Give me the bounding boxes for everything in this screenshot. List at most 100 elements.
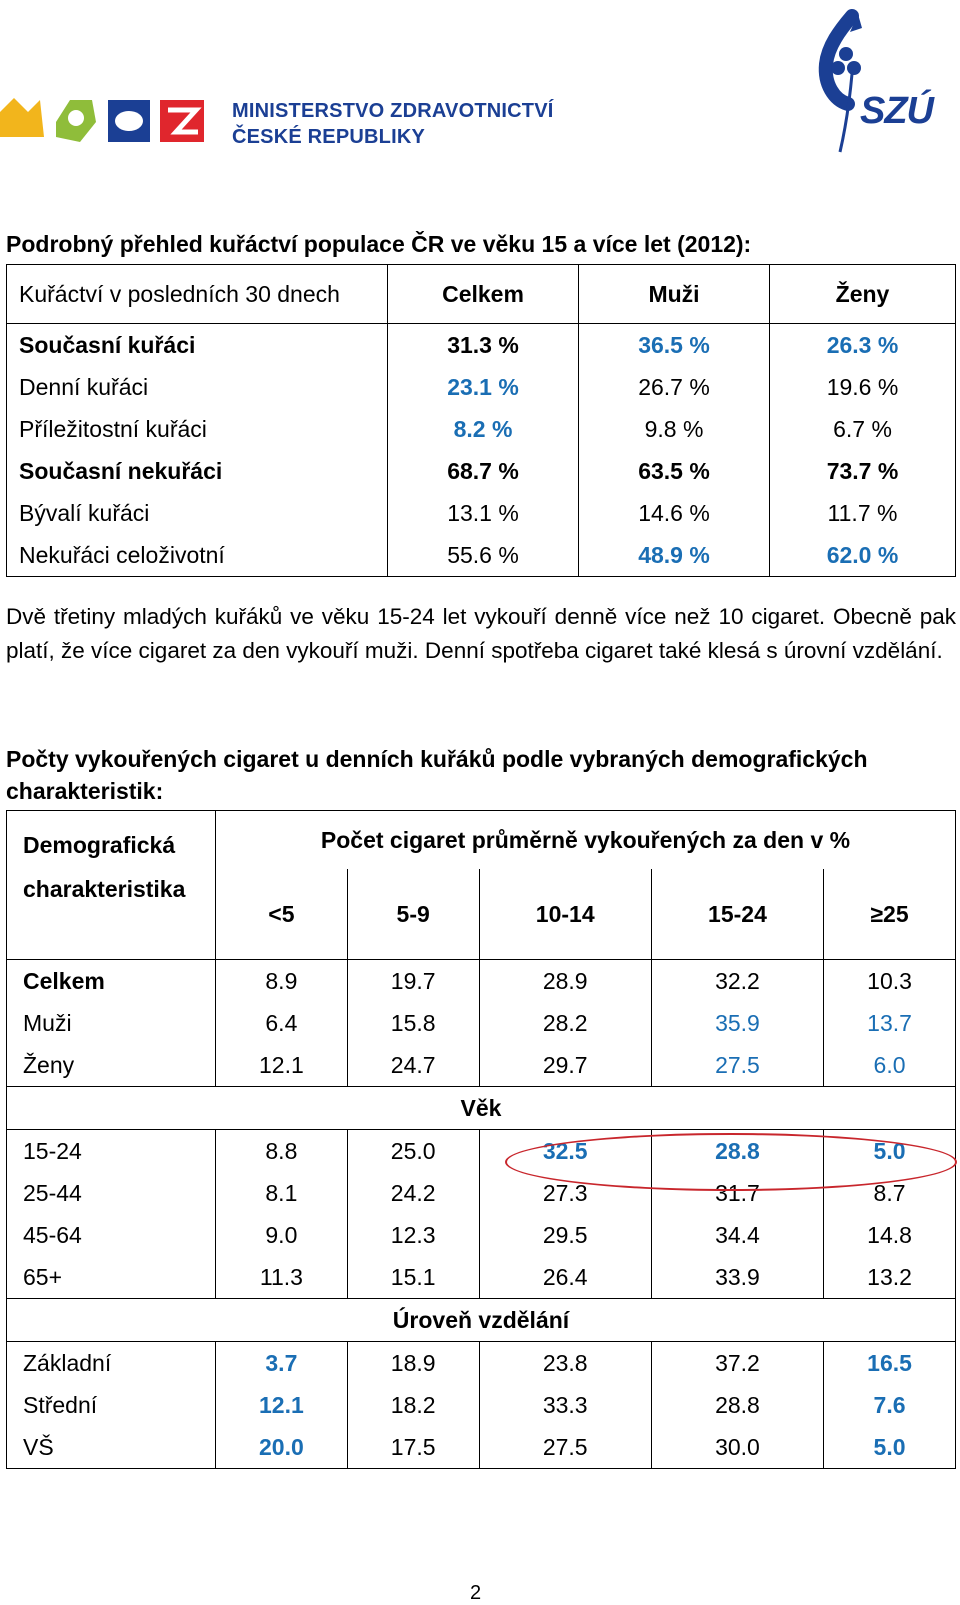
table-header-row: Demografická charakteristika Počet cigar…: [6, 810, 956, 960]
table-row: 45-64 9.0 12.3 29.5 34.4 14.8: [6, 1214, 956, 1256]
table-row: Základní 3.7 18.9 23.8 37.2 16.5: [6, 1341, 956, 1384]
column-header: <5: [215, 869, 348, 960]
table-cell: 26.7 %: [578, 366, 770, 408]
row-label: Celkem: [6, 959, 216, 1002]
label-column-header: Demografická charakteristika: [6, 810, 216, 960]
table-cell: 28.8: [650, 1384, 825, 1426]
szu-emblem-icon: [818, 9, 862, 153]
row-label: Nekuřáci celoživotní: [6, 534, 388, 577]
label-header-line2: charakteristika: [23, 876, 186, 902]
table-cell: 10.3: [823, 959, 956, 1002]
table-cell: 8.1: [215, 1172, 348, 1214]
ministry-logo: MINISTERSTVO ZDRAVOTNICTVÍ ČESKÉ REPUBLI…: [0, 92, 560, 162]
table-cell: 23.1 %: [387, 366, 579, 408]
table-row: Příležitostní kuřáci 8.2 % 9.8 % 6.7 %: [6, 408, 956, 450]
table-cell: 28.9: [478, 959, 652, 1002]
section2-title: Počty vykouřených cigaret u denních kuřá…: [6, 746, 868, 804]
row-label: VŠ: [6, 1426, 216, 1469]
row-label: 25-44: [6, 1172, 216, 1214]
table-cell: 48.9 %: [578, 534, 770, 577]
column-header: 15-24: [650, 869, 825, 960]
table-cell: 62.0 %: [769, 534, 956, 577]
table-row: Muži 6.4 15.8 28.2 35.9 13.7: [6, 1002, 956, 1044]
column-header: Muži: [578, 264, 770, 324]
row-label: Bývalí kuřáci: [6, 492, 388, 534]
table-cell: 31.7: [650, 1172, 825, 1214]
column-header: 10-14: [478, 869, 652, 960]
table-cell: 15.8: [346, 1002, 480, 1044]
column-header: Kuřáctví v posledních 30 dnech: [6, 264, 388, 324]
ministry-name-line2: ČESKÉ REPUBLIKY: [232, 126, 426, 148]
table-row: Denní kuřáci 23.1 % 26.7 % 19.6 %: [6, 366, 956, 408]
table-cell: 5.0: [823, 1129, 956, 1172]
row-label: Základní: [6, 1341, 216, 1384]
table-cell: 8.2 %: [387, 408, 579, 450]
row-label: 65+: [6, 1256, 216, 1299]
row-label: Střední: [6, 1384, 216, 1426]
table-cell: 24.2: [346, 1172, 480, 1214]
column-header: ≥25: [823, 869, 956, 960]
szu-logo: SZÚ: [800, 6, 960, 156]
table-cell: 15.1: [346, 1256, 480, 1299]
table-cell: 6.7 %: [769, 408, 956, 450]
page-number: 2: [470, 1582, 482, 1604]
table-row: 25-44 8.1 24.2 27.3 31.7 8.7: [6, 1172, 956, 1214]
table-cell: 18.9: [346, 1341, 480, 1384]
smoking-overview-table: Kuřáctví v posledních 30 dnech Celkem Mu…: [6, 264, 956, 577]
table-cell: 8.7: [823, 1172, 956, 1214]
table-cell: 19.6 %: [769, 366, 956, 408]
table-cell: 9.0: [215, 1214, 348, 1256]
row-label: 15-24: [6, 1129, 216, 1172]
table-cell: 18.2: [346, 1384, 480, 1426]
table-cell: 13.7: [823, 1002, 956, 1044]
group-column-header: Počet cigaret průměrně vykouřených za de…: [215, 810, 956, 869]
row-label: Současní kuřáci: [6, 323, 388, 366]
szu-logo-text: SZÚ: [860, 90, 934, 132]
column-header: Celkem: [387, 264, 579, 324]
table-cell: 28.2: [478, 1002, 652, 1044]
table-cell: 27.5: [478, 1426, 652, 1469]
table-row: Celkem 8.9 19.7 28.9 32.2 10.3: [6, 959, 956, 1002]
table-cell: 14.6 %: [578, 492, 770, 534]
table-cell: 31.3 %: [387, 323, 579, 366]
table-row: Nekuřáci celoživotní 55.6 % 48.9 % 62.0 …: [6, 534, 956, 577]
table-cell: 8.9: [215, 959, 348, 1002]
table-cell: 13.2: [823, 1256, 956, 1299]
table-cell: 26.3 %: [769, 323, 956, 366]
table-cell: 73.7 %: [769, 450, 956, 492]
table-cell: 8.8: [215, 1129, 348, 1172]
table-cell: 34.4: [650, 1214, 825, 1256]
row-label: 45-64: [6, 1214, 216, 1256]
table-body: Celkem 8.9 19.7 28.9 32.2 10.3 Muži 6.4 15.8 28.2…: [6, 959, 956, 1469]
table-cell: 33.3: [478, 1384, 652, 1426]
table-header-row: Kuřáctví v posledních 30 dnech Celkem Mu…: [6, 264, 956, 324]
table-cell: 27.5: [650, 1044, 825, 1087]
table-cell: 27.3: [478, 1172, 652, 1214]
table-cell: 3.7: [215, 1341, 348, 1384]
table-cell: 20.0: [215, 1426, 348, 1469]
table-cell: 63.5 %: [578, 450, 770, 492]
row-label: Ženy: [6, 1044, 216, 1087]
summary-paragraph: Dvě třetiny mladých kuřáků ve věku 15-24…: [6, 604, 956, 663]
row-label: Muži: [6, 1002, 216, 1044]
table-cell: 11.3: [215, 1256, 348, 1299]
table-cell: 6.4: [215, 1002, 348, 1044]
table-cell: 29.7: [478, 1044, 652, 1087]
row-label: Současní nekuřáci: [6, 450, 388, 492]
table-row: Bývalí kuřáci 13.1 % 14.6 % 11.7 %: [6, 492, 956, 534]
table-cell: 11.7 %: [769, 492, 956, 534]
table-cell: 36.5 %: [578, 323, 770, 366]
table-cell: 17.5: [346, 1426, 480, 1469]
table-row: VŠ 20.0 17.5 27.5 30.0 5.0: [6, 1426, 956, 1469]
table-cell: 24.7: [346, 1044, 480, 1087]
label-header-line1: Demografická: [23, 832, 176, 858]
table-header-row: <5 5-9 10-14 15-24 ≥25: [7, 869, 956, 960]
section-heading-row: Věk: [6, 1086, 956, 1130]
table-cell: 55.6 %: [387, 534, 579, 577]
table-cell: 25.0: [346, 1129, 480, 1172]
table-cell: 19.7: [346, 959, 480, 1002]
table-cell: 12.3: [346, 1214, 480, 1256]
table-cell: 29.5: [478, 1214, 652, 1256]
table-cell: 7.6: [823, 1384, 956, 1426]
table-cell: 9.8 %: [578, 408, 770, 450]
